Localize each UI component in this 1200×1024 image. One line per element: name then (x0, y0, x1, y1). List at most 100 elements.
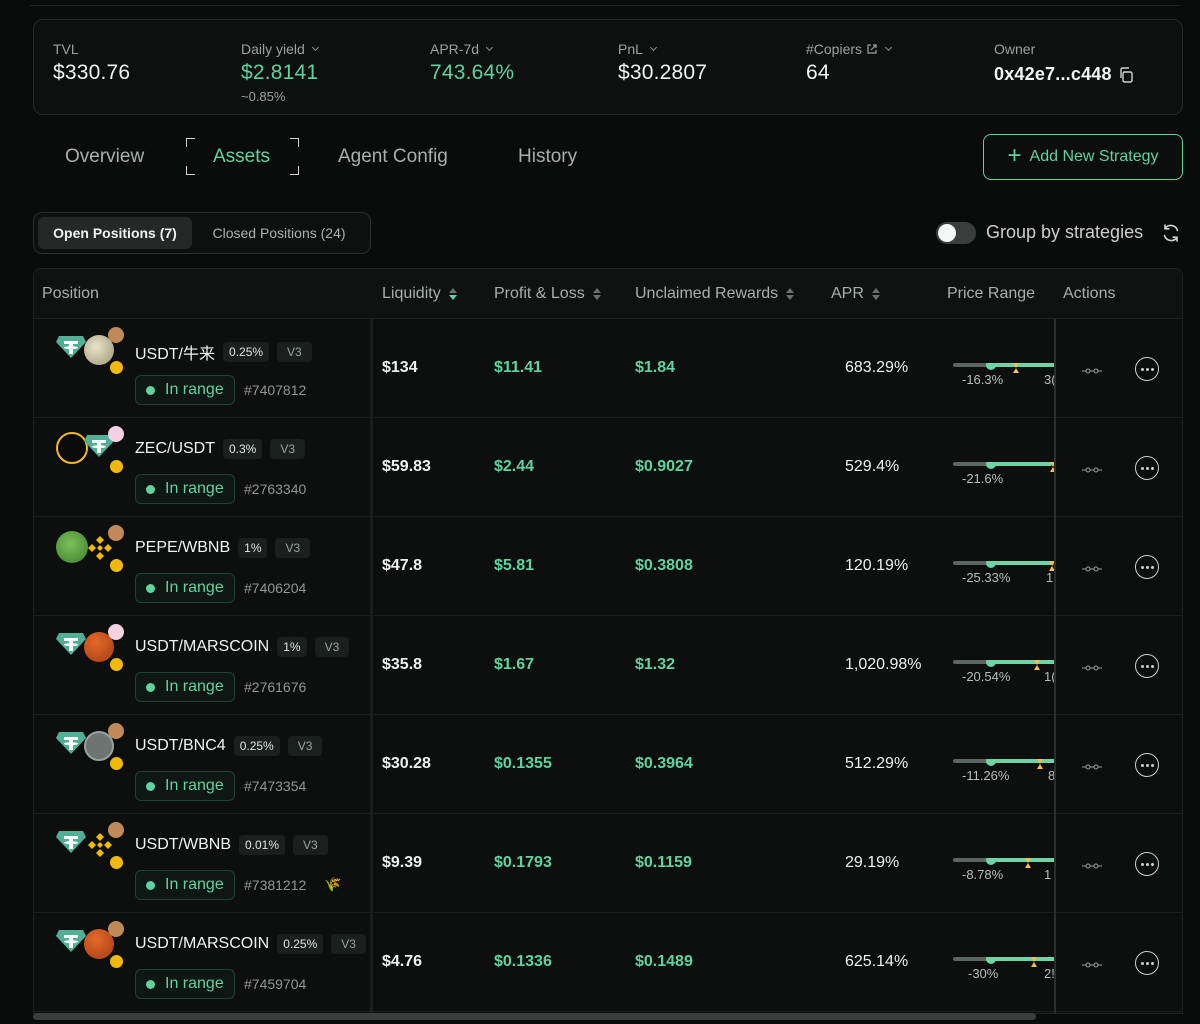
position-id[interactable]: #7407812 (244, 382, 307, 398)
link-icon[interactable] (1082, 366, 1102, 376)
range-active (990, 759, 1055, 763)
stat-daily-yield-label[interactable]: Daily yield (241, 40, 319, 58)
dot (1145, 862, 1149, 866)
range-high-pct: 3( (1044, 372, 1055, 387)
position-id[interactable]: #2763340 (244, 481, 307, 497)
rewards-value: $0.1489 (635, 953, 693, 970)
col-rewards-label: Unclaimed Rewards (635, 285, 779, 302)
table-row[interactable]: USDT/MARSCOIN 1% V3 In range #2761676 $3… (34, 616, 1182, 715)
stat-pnl-label[interactable]: PnL (618, 40, 707, 58)
col-rewards[interactable]: Unclaimed Rewards (635, 285, 795, 303)
closed-positions-tab[interactable]: Closed Positions (24) (212, 225, 346, 241)
current-price-marker-icon (1049, 561, 1055, 571)
add-new-strategy-button[interactable]: + Add New Strategy (983, 134, 1183, 180)
group-by-strategies-toggle[interactable] (936, 222, 976, 244)
range-active (990, 561, 1051, 565)
stat-daily-yield: Daily yield $2.8141 ~0.85% (241, 40, 319, 104)
table-row[interactable]: USDT/BNC4 0.25% V3 In range #7473354 $30… (34, 715, 1182, 814)
pair-icons (56, 822, 136, 878)
position-id[interactable]: #7406204 (244, 580, 307, 596)
bnb-chain-badge-icon (108, 854, 125, 871)
col-pnl[interactable]: Profit & Loss (494, 285, 601, 303)
pancakeswap-icon (108, 921, 124, 937)
current-price-marker-icon (1050, 462, 1055, 472)
bnb-chain-badge-icon (108, 557, 125, 574)
link-icon[interactable] (1082, 960, 1102, 970)
more-options-button[interactable] (1135, 456, 1159, 480)
refresh-icon[interactable] (1160, 222, 1182, 244)
bnb-chain-badge-icon (108, 755, 125, 772)
stat-copiers-label[interactable]: #Copiers (806, 40, 893, 58)
in-range-badge: In range (135, 870, 235, 900)
range-low-pct: -8.78% (962, 867, 1004, 882)
more-options-button[interactable] (1135, 357, 1159, 381)
range-active (990, 957, 1055, 961)
current-price-marker-icon (1025, 858, 1031, 868)
dot (1150, 367, 1154, 371)
more-options-button[interactable] (1135, 951, 1159, 975)
group-by-strategies-label: Group by strategies (986, 222, 1144, 242)
position-id[interactable]: #7459704 (244, 976, 307, 992)
table-row[interactable]: PEPE/WBNB 1% V3 In range #7406204 $47.8 … (34, 517, 1182, 616)
bnb-icon (88, 536, 112, 560)
price-range-bar: -11.26% 8 (953, 759, 1055, 789)
bnb-chain-badge-icon (108, 953, 125, 970)
tab-overview[interactable]: Overview (65, 146, 145, 167)
external-link-icon[interactable] (866, 43, 878, 55)
version-badge: V3 (331, 934, 366, 954)
version-badge: V3 (277, 342, 312, 362)
dot (1140, 367, 1144, 371)
more-options-button[interactable] (1135, 654, 1159, 678)
status-dot (146, 979, 155, 989)
dot (1150, 664, 1154, 668)
table-row[interactable]: USDT/牛来 0.25% V3 In range #7407812 $134 … (34, 319, 1182, 418)
more-options-button[interactable] (1135, 555, 1159, 579)
position-pair: PEPE/WBNB 1% V3 (135, 538, 311, 558)
link-icon[interactable] (1082, 465, 1102, 475)
position-id[interactable]: #7381212 (244, 877, 307, 893)
link-icon[interactable] (1082, 762, 1102, 772)
range-low-pct: -21.6% (962, 471, 1004, 486)
stat-tvl: TVL $330.76 (53, 40, 130, 85)
stat-pnl-value: $30.2807 (618, 61, 708, 84)
bnb-chain-badge-icon (108, 656, 125, 673)
position-id[interactable]: #7473354 (244, 778, 307, 794)
range-lower-pin (986, 561, 996, 568)
liquidity-value: $30.28 (382, 755, 431, 772)
more-options-button[interactable] (1135, 852, 1159, 876)
col-apr[interactable]: APR (831, 285, 880, 303)
in-range-badge: In range (135, 375, 235, 405)
tab-agent-config[interactable]: Agent Config (338, 146, 448, 167)
pair-name: USDT/牛来 (135, 346, 216, 363)
apr-value: 512.29% (845, 755, 909, 772)
copy-icon[interactable] (1118, 66, 1134, 83)
rewards-value: $0.9027 (635, 458, 693, 475)
col-actions: Actions (1063, 285, 1116, 302)
in-range-label: In range (165, 975, 224, 992)
open-positions-tab[interactable]: Open Positions (7) (38, 217, 192, 249)
tab-history[interactable]: History (518, 146, 578, 167)
link-icon[interactable] (1082, 663, 1102, 673)
col-liquidity[interactable]: Liquidity (382, 285, 457, 303)
sort-icon (871, 288, 880, 300)
table-row[interactable]: ZEC/USDT 0.3% V3 In range #2763340 $59.8… (34, 418, 1182, 517)
dot (1145, 367, 1149, 371)
link-icon[interactable] (1082, 861, 1102, 871)
horizontal-scrollbar[interactable] (33, 1013, 1036, 1020)
position-id[interactable]: #2761676 (244, 679, 307, 695)
range-active (990, 462, 1051, 466)
table-row[interactable]: USDT/WBNB 0.01% V3 In range #7381212 🌾 $… (34, 814, 1182, 913)
status-dot (146, 682, 155, 692)
more-options-button[interactable] (1135, 753, 1159, 777)
dot (1140, 664, 1144, 668)
link-icon[interactable] (1082, 564, 1102, 574)
stat-apr7d-label[interactable]: APR-7d (430, 40, 514, 58)
in-range-label: In range (165, 876, 224, 893)
dot (1150, 961, 1154, 965)
status-dot (146, 880, 155, 890)
tab-assets[interactable]: Assets (213, 146, 271, 167)
table-row[interactable]: USDT/MARSCOIN 0.25% V3 In range #7459704… (34, 913, 1182, 1012)
current-price-marker-icon (1037, 759, 1043, 769)
range-lower-pin (986, 858, 996, 865)
sprout-icon: 🌾 (324, 876, 342, 892)
